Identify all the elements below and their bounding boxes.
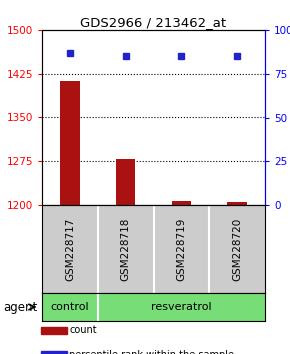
- Text: percentile rank within the sample: percentile rank within the sample: [69, 349, 234, 354]
- Bar: [42, 293, 98, 321]
- Bar: [41, 351, 67, 354]
- Text: GSM228717: GSM228717: [65, 217, 75, 281]
- Bar: [116, 160, 135, 205]
- Title: GDS2966 / 213462_at: GDS2966 / 213462_at: [80, 16, 226, 29]
- Text: GSM228718: GSM228718: [121, 217, 130, 281]
- Bar: [172, 201, 191, 205]
- Bar: [98, 293, 265, 321]
- Text: control: control: [50, 302, 89, 312]
- Bar: [227, 202, 247, 205]
- Text: count: count: [69, 325, 97, 336]
- Text: GSM228720: GSM228720: [232, 217, 242, 281]
- Bar: [41, 327, 67, 334]
- Text: resveratrol: resveratrol: [151, 302, 212, 312]
- Text: GSM228719: GSM228719: [176, 217, 186, 281]
- Bar: [60, 81, 80, 205]
- Text: agent: agent: [3, 301, 37, 314]
